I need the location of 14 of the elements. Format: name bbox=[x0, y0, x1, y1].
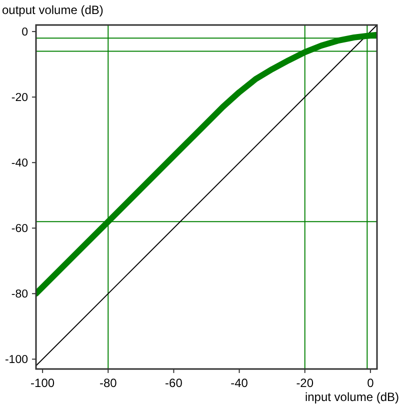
y-tick-label: -100 bbox=[4, 354, 28, 366]
x-tick-label: -100 bbox=[30, 376, 55, 390]
x-tick-label: 0 bbox=[367, 376, 374, 390]
x-axis-title: input volume (dB) bbox=[304, 390, 399, 404]
y-tick-label: -40 bbox=[11, 158, 28, 170]
x-tick-label: -60 bbox=[165, 376, 183, 390]
x-tick-label: -20 bbox=[296, 376, 314, 390]
y-axis-title: output volume (dB) bbox=[2, 3, 104, 17]
x-tick-label: -40 bbox=[230, 376, 248, 390]
y-tick-label: 0 bbox=[22, 26, 28, 39]
y-tick-label: -60 bbox=[11, 223, 28, 236]
y-tick-label: -20 bbox=[11, 92, 28, 104]
x-tick-label: -80 bbox=[99, 376, 118, 390]
y-tick-label: -80 bbox=[11, 288, 28, 301]
